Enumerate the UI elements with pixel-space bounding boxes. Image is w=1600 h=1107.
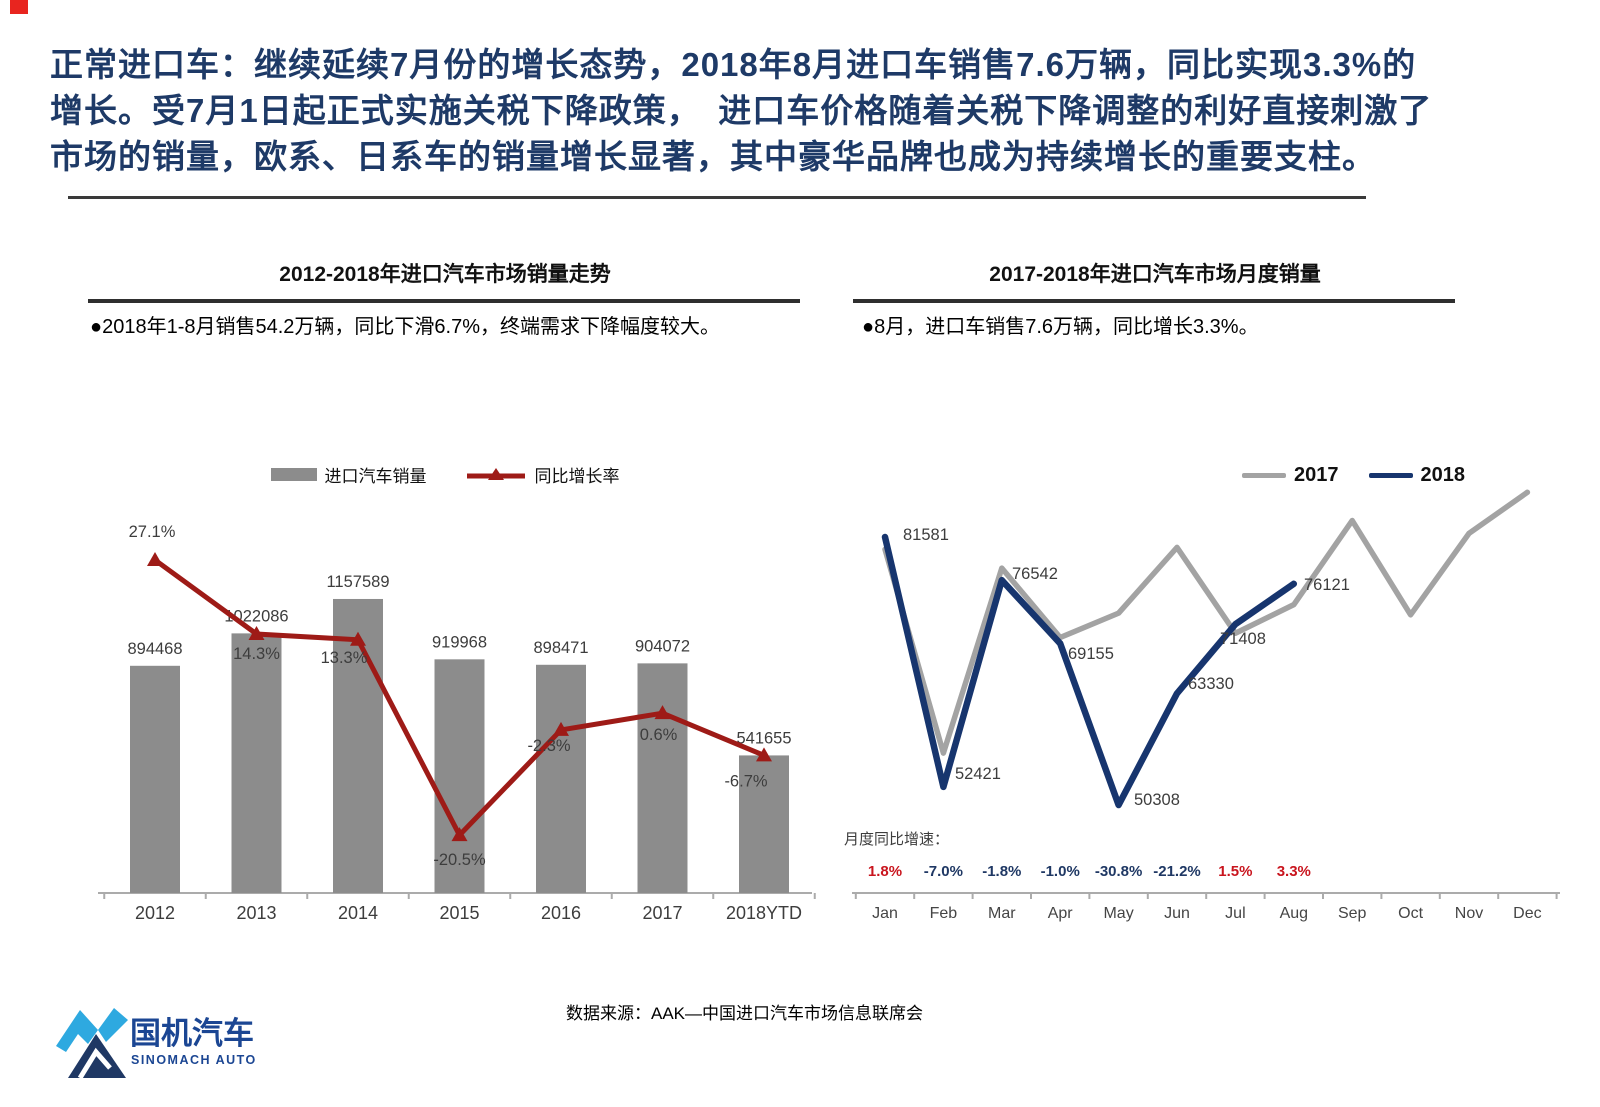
line-value-label: 76542 [1012,565,1058,583]
monthly-yoy-value: 3.3% [1277,863,1311,880]
yoy-value-label: 13.3% [321,649,368,667]
triangle-marker-icon [451,827,468,842]
month-label: Aug [1280,905,1308,922]
bar-swatch-icon [270,468,317,481]
bar-value-label: 898471 [533,639,588,657]
triangle-marker-icon [553,721,569,736]
left-chart: 8944682012102208620131157589201491996820… [98,523,816,923]
month-label: Nov [1455,905,1483,922]
bar-legend-label: 进口汽车销量 [324,467,427,486]
yoy-value-label: -20.5% [433,851,486,869]
bar-2018YTD [739,755,789,893]
bar-2014 [333,598,383,893]
month-label: Mar [988,905,1016,922]
yoy-value-label: 14.3% [233,645,280,663]
legend-item-growth: 同比增长率 [465,462,620,487]
bar-2013 [231,633,282,893]
bar-2015 [434,659,485,893]
legend-item-sales: 进口汽车销量 [270,462,427,487]
triangle-marker-icon [350,631,366,646]
line-legend-label: 同比增长率 [534,467,620,486]
accent-square [10,0,28,14]
month-label: Sep [1338,905,1367,922]
right-chart-legend: 2017 2018 [1242,464,1465,487]
monthly-yoy-value: 1.8% [868,863,902,880]
triangle-marker-icon [147,552,163,566]
x-axis-label: 2014 [338,903,378,923]
line-value-label: 76121 [1304,576,1350,594]
bar-value-label: 919968 [432,633,487,651]
line-swatch-icon [466,467,525,480]
bar-2012 [130,665,180,893]
page-title: 正常进口车：继续延续7月份的增长态势，2018年8月进口车销售7.6万辆，同比实… [50,42,1550,180]
line-value-label: 52421 [955,765,1001,783]
sinomach-logo-icon [56,1008,128,1080]
title-line-3: 市场的销量，欧系、日系车的销量增长显著，其中豪华品牌也成为持续增长的重要支柱。 [50,138,1376,175]
bar-value-label: 894468 [127,640,182,658]
title-line-2: 增长。受7月1日起正式实施关税下降政策， 进口车价格随着关税下降调整的利好直接刺… [50,92,1433,129]
logo-text-cn: 国机汽车 [130,1016,254,1051]
data-source-note: 数据来源：AAK—中国进口汽车市场信息联席会 [566,1004,924,1023]
month-label: Jun [1164,905,1190,922]
yoy-value-label: 0.6% [640,726,678,744]
line-value-label: 71408 [1220,630,1266,648]
line-2018-swatch-icon [1368,473,1413,478]
triangle-marker-icon [654,705,671,720]
bar-value-label: 541655 [736,729,791,747]
line-value-label: 81581 [903,526,949,544]
line-value-label: 50308 [1134,791,1180,809]
monthly-yoy-value: -21.2% [1153,863,1201,880]
right-chart-bullet: ●8月，进口车销售7.6万辆，同比增长3.3%。 [862,316,1259,338]
month-label: May [1103,905,1133,922]
monthly-yoy-value: -1.0% [1041,863,1080,880]
x-axis-label: 2017 [642,903,682,923]
right-chart-title: 2017-2018年进口汽车市场月度销量 [989,263,1321,286]
month-label: Apr [1048,905,1074,922]
x-axis-label: 2016 [541,903,581,923]
line-2017 [882,489,1531,756]
left-chart-bullet: ●2018年1-8月销售54.2万辆，同比下滑6.7%，终端需求下降幅度较大。 [90,316,720,338]
line-2018 [881,533,1298,809]
legend-item-2018: 2018 [1368,464,1466,487]
month-label: Dec [1513,905,1541,922]
yoy-row-caption: 月度同比增速： [844,831,949,848]
monthly-yoy-value: -7.0% [924,863,963,880]
bar-value-label: 904072 [635,637,690,655]
bar-value-label: 1157589 [326,573,389,591]
monthly-yoy-value: -30.8% [1095,863,1143,880]
legend-2017-label: 2017 [1294,464,1339,486]
triangle-marker-icon [248,625,265,640]
month-label: Jan [872,905,898,922]
title-separator [68,196,1366,199]
line-value-label: 63330 [1188,675,1234,693]
line-value-label: 69155 [1068,645,1114,663]
yoy-value-label: -6.7% [724,772,767,790]
x-axis-label: 2012 [135,903,175,923]
left-title-underline [88,299,800,303]
x-axis-label: 2013 [236,903,276,923]
right-chart: Jan Feb Mar Apr May Jun Jul Aug Sep Oct Nov Dec 月度同比… [844,489,1560,922]
legend-item-2017: 2017 [1242,464,1339,487]
yoy-value-label: 27.1% [129,523,176,541]
legend-2018-label: 2018 [1420,464,1466,486]
bar-2016 [536,664,586,893]
month-label: Jul [1225,905,1245,922]
triangle-marker-icon [756,747,772,762]
month-label: Oct [1398,905,1423,922]
monthly-yoy-value: 1.5% [1218,863,1252,880]
logo-text-en: SINOMACH AUTO [131,1053,257,1067]
right-title-underline [853,299,1455,303]
line-2017-swatch-icon [1242,473,1286,478]
bar-2017 [637,663,688,893]
x-axis-label: 2015 [439,903,479,923]
month-label: Feb [930,905,958,922]
title-line-1: 正常进口车：继续延续7月份的增长态势，2018年8月进口车销售7.6万辆，同比实… [50,46,1417,83]
yoy-value-label: -2.3% [527,737,570,755]
x-axis-label: 2018YTD [726,903,802,923]
monthly-yoy-value: -1.8% [982,863,1021,880]
left-chart-legend: 进口汽车销量 同比增长率 [80,462,810,487]
left-chart-title: 2012-2018年进口汽车市场销量走势 [279,263,611,286]
